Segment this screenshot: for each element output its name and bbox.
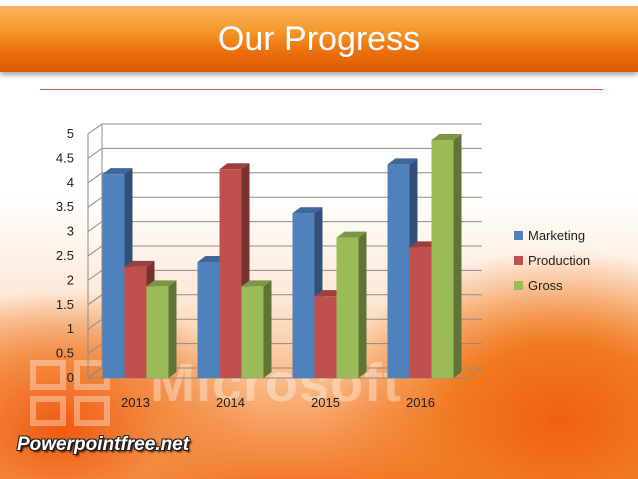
y-tick-label: 3 (67, 224, 74, 239)
x-tick-label: 2014 (216, 395, 245, 410)
bar-gross-2015 (336, 231, 367, 378)
bar-top-face (124, 260, 155, 267)
bar-top-face (336, 231, 367, 238)
y-tick-label: 0 (67, 370, 74, 385)
gridline (87, 123, 482, 135)
bar-top-face (387, 158, 418, 165)
bar-top-face (102, 168, 133, 175)
bar-top-face (241, 280, 272, 287)
y-tick-label: 1 (67, 321, 74, 336)
bar-front-face (387, 164, 410, 378)
bar-gross-2016 (431, 134, 462, 378)
bar-side-face (168, 280, 177, 378)
legend-swatch-production (514, 256, 523, 265)
y-tick-label: 2 (67, 272, 74, 287)
bar-front-face (219, 169, 242, 378)
bar-front-face (409, 247, 432, 378)
bar-front-face (124, 266, 147, 378)
legend-label-marketing: Marketing (528, 228, 585, 243)
bar-front-face (146, 286, 169, 378)
windows-logo-watermark-icon (30, 360, 116, 430)
y-tick-label: 5 (67, 126, 74, 141)
y-tick-label: 4.5 (56, 150, 74, 165)
bar-top-face (219, 163, 250, 170)
x-tick-label: 2015 (311, 395, 340, 410)
y-axis-ticks: 0 0.5 1 1.5 2 2.5 3 3.5 4 4.5 5 (56, 126, 74, 385)
y-tick-label: 0.5 (56, 346, 74, 361)
bar-front-face (241, 286, 264, 378)
gridline (87, 172, 482, 184)
chart-bars (102, 134, 462, 378)
gridline (87, 196, 482, 208)
bar-front-face (431, 140, 454, 378)
legend-label-production: Production (528, 253, 590, 268)
bar-front-face (336, 237, 359, 378)
bar-side-face (358, 231, 367, 378)
gridline (87, 147, 482, 159)
bar-gross-2013 (146, 280, 177, 378)
bar-side-face (263, 280, 272, 378)
title-bar (0, 6, 638, 72)
bar-top-face (431, 134, 462, 140)
bar-side-face (453, 134, 462, 378)
slide-title: Our Progress (217, 20, 421, 58)
x-axis-ticks: 2013 2014 2015 2016 (121, 395, 435, 410)
bar-gross-2014 (241, 280, 272, 378)
y-tick-label: 3.5 (56, 199, 74, 214)
y-tick-label: 1.5 (56, 297, 74, 312)
y-tick-label: 4 (67, 175, 74, 190)
bar-front-face (197, 262, 220, 378)
bar-front-face (102, 174, 125, 378)
y-tick-label: 2.5 (56, 248, 74, 263)
x-tick-label: 2016 (406, 395, 435, 410)
chart-legend: Marketing Production Gross (514, 228, 590, 293)
floor-right-edge (467, 367, 483, 379)
brand-logo-text: Powerpointfree.net (17, 434, 190, 455)
legend-label-gross: Gross (528, 278, 563, 293)
bar-top-face (146, 280, 177, 287)
legend-swatch-marketing (514, 231, 523, 240)
bar-front-face (292, 213, 315, 378)
gridline (87, 221, 482, 233)
legend-swatch-gross (514, 281, 523, 290)
x-tick-label: 2013 (121, 395, 150, 410)
title-divider (40, 89, 603, 90)
bar-top-face (292, 207, 323, 214)
bar-front-face (314, 296, 337, 378)
